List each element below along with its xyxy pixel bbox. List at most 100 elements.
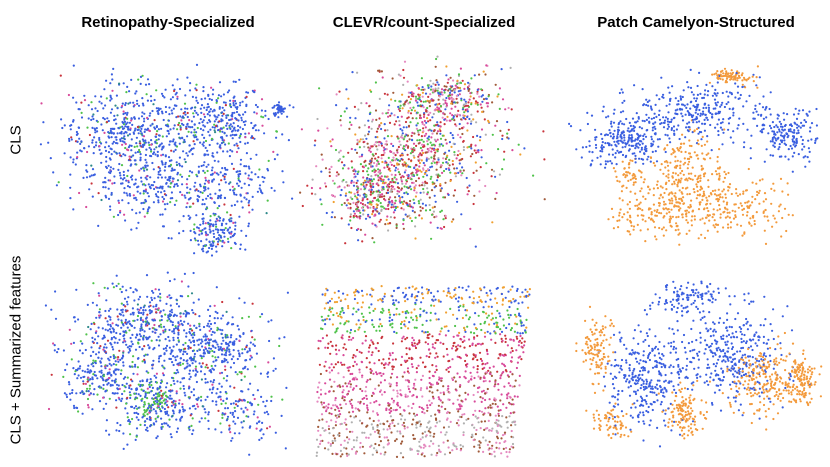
scatter-point [142, 405, 145, 408]
scatter-point [748, 206, 751, 209]
scatter-point [746, 211, 749, 214]
scatter-point [204, 139, 208, 143]
scatter-point [169, 128, 172, 131]
scatter-point [42, 121, 45, 124]
scatter-point [87, 145, 90, 148]
scatter-point [111, 78, 114, 81]
scatter-point [90, 182, 93, 185]
scatter-point [707, 106, 711, 109]
scatter-point [131, 174, 134, 177]
scatter-point [146, 210, 149, 213]
scatter-point [354, 133, 357, 136]
scatter-point [610, 144, 613, 147]
scatter-point [381, 205, 384, 208]
scatter-point [159, 173, 162, 176]
scatter-point [85, 205, 88, 209]
scatter-point [364, 159, 367, 162]
scatter-point [374, 81, 377, 84]
scatter-point [728, 211, 731, 214]
scatter-point [695, 97, 698, 100]
scatter-point [727, 128, 730, 131]
scatter-point [679, 95, 682, 98]
scatter-point [110, 136, 113, 139]
scatter-point [102, 396, 105, 399]
scatter-point [639, 190, 642, 193]
scatter-point [172, 107, 175, 110]
scatter-point [458, 86, 461, 90]
scatter-point [460, 97, 463, 100]
scatter-point [204, 417, 207, 420]
scatter-point [690, 91, 693, 94]
scatter-point [371, 165, 374, 168]
scatter-point [155, 436, 158, 440]
scatter-point [356, 172, 359, 176]
scatter-point [453, 167, 456, 170]
scatter-point [474, 144, 477, 147]
scatter-point [716, 155, 719, 159]
scatter-point [130, 228, 133, 231]
scatter-point [790, 147, 794, 150]
scatter-point [407, 186, 410, 189]
scatter-point [134, 438, 137, 441]
scatter-point [139, 335, 142, 338]
scatter-point [122, 112, 125, 116]
scatter-point [104, 181, 107, 184]
scatter-point [171, 167, 174, 170]
scatter-point [191, 432, 194, 436]
scatter-point [703, 236, 707, 240]
scatter-point [453, 119, 456, 122]
scatter-point [177, 331, 180, 334]
scatter-point [361, 240, 364, 243]
scatter-point [695, 183, 698, 186]
scatter-point [695, 121, 698, 124]
scatter-point [685, 126, 688, 129]
scatter-point [787, 148, 790, 151]
scatter-point [334, 148, 338, 152]
scatter-point [776, 137, 779, 140]
scatter-point [394, 166, 398, 169]
scatter-point [666, 127, 669, 130]
scatter-point [741, 85, 744, 89]
scatter-point [773, 136, 776, 139]
scatter-point [200, 417, 203, 420]
scatter-point [217, 94, 220, 97]
scatter-point [609, 122, 613, 125]
scatter-point [401, 182, 404, 185]
scatter-point [479, 166, 482, 169]
scatter-point [784, 155, 787, 158]
scatter-point [485, 64, 488, 67]
scatter-point [234, 117, 237, 120]
scatter-point [146, 78, 150, 81]
scatter-point [757, 113, 760, 116]
scatter-point [129, 164, 132, 167]
scatter-point [400, 134, 403, 137]
scatter-point [171, 112, 174, 115]
scatter-point [184, 394, 187, 397]
scatter-point [232, 101, 235, 105]
scatter-point [650, 117, 653, 120]
scatter-point [723, 176, 726, 179]
scatter-point [171, 180, 174, 183]
scatter-point [234, 106, 237, 109]
scatter-point [347, 167, 350, 170]
scatter-point [393, 216, 396, 219]
scatter-point [203, 136, 206, 139]
scatter-point [628, 121, 631, 124]
scatter-point [105, 141, 108, 144]
scatter-point [105, 166, 108, 170]
scatter-point [111, 89, 114, 92]
scatter-point [119, 424, 122, 427]
scatter-point [157, 138, 160, 141]
scatter-point [617, 123, 620, 126]
scatter-point [196, 226, 199, 229]
scatter-point [721, 78, 724, 81]
scatter-point [203, 171, 206, 174]
scatter-point [650, 138, 653, 141]
scatter-point [78, 367, 81, 370]
scatter-point [151, 289, 154, 293]
scatter-point [155, 107, 158, 110]
scatter-point [161, 372, 165, 375]
scatter-point [685, 232, 688, 235]
scatter-point [395, 223, 398, 226]
scatter-point [698, 194, 701, 197]
